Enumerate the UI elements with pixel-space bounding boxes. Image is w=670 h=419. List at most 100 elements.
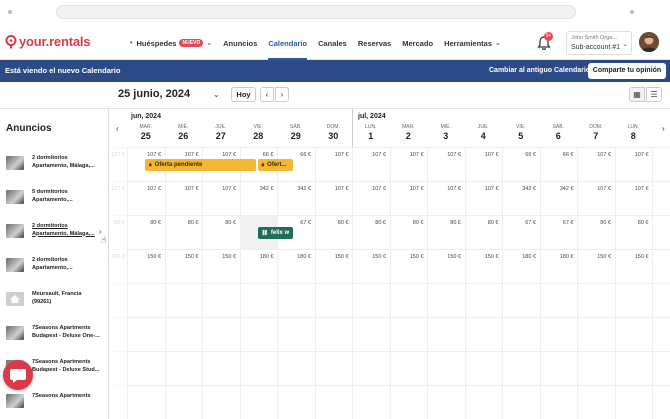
- reservation-bar[interactable]: 🔒︎ Ofert...: [257, 159, 293, 171]
- price-cell[interactable]: 67 €: [562, 220, 574, 226]
- price-cell[interactable]: 107 €: [372, 152, 386, 158]
- link-icon: ⛓︎: [261, 230, 268, 236]
- price-cell[interactable]: 80 €: [412, 220, 424, 226]
- price-cell[interactable]: 107 €: [409, 152, 424, 158]
- listing-row[interactable]: Meursault, Francia (99261): [0, 283, 109, 317]
- next-days-arrow[interactable]: ›: [662, 124, 665, 133]
- today-button[interactable]: Hoy: [231, 87, 256, 102]
- next-week-button[interactable]: ›: [275, 87, 289, 102]
- price-cell[interactable]: 67 €: [525, 220, 536, 226]
- day-number: 2: [405, 131, 411, 141]
- avatar[interactable]: [639, 32, 659, 52]
- price-cell[interactable]: 66 €: [525, 152, 536, 158]
- price-cell[interactable]: 107 €: [147, 186, 161, 192]
- price-cell[interactable]: 107 €: [222, 186, 236, 192]
- price-cell[interactable]: 342 €: [522, 186, 536, 192]
- listing-row[interactable]: 2 dormitorios Apartamento, Málaga,...: [0, 147, 109, 181]
- price-cell[interactable]: 107 €: [634, 152, 649, 158]
- price-cell[interactable]: 107 €: [447, 152, 461, 158]
- price-cell[interactable]: 80 €: [225, 220, 236, 226]
- price-cell[interactable]: 80 €: [375, 220, 386, 226]
- listing-name: 7Seasons Apartments: [32, 325, 91, 331]
- price-cell[interactable]: 107 €: [597, 152, 611, 158]
- price-cell[interactable]: 180 €: [559, 254, 574, 260]
- listing-thumbnail: [6, 394, 24, 408]
- price-cell[interactable]: 80 €: [450, 220, 461, 226]
- price-cell[interactable]: 80 €: [487, 220, 499, 226]
- price-cell[interactable]: 66 €: [300, 152, 311, 158]
- price-cell[interactable]: 150 €: [334, 254, 349, 260]
- price-cell[interactable]: 107 €: [447, 186, 461, 192]
- reservation-bar[interactable]: 🔒︎ Oferta pendiente: [145, 159, 256, 171]
- nav-reservas[interactable]: Reservas: [358, 26, 391, 60]
- day-header: LUN. 1: [352, 124, 390, 146]
- price-cell[interactable]: 107 €: [409, 186, 424, 192]
- listing-row[interactable]: 7Seasons Apartments Budapest - Deluxe One…: [0, 317, 109, 351]
- price-cell[interactable]: 150 €: [222, 254, 236, 260]
- price-cell[interactable]: 107 €: [334, 152, 349, 158]
- list-view-icon[interactable]: ☰: [646, 87, 662, 102]
- reservation-bar[interactable]: ⛓︎ felix w: [257, 227, 293, 239]
- price-cell[interactable]: 150 €: [484, 254, 499, 260]
- switch-old-calendar-link[interactable]: Cambiar al antiguo Calendario: [489, 67, 591, 74]
- listing-row[interactable]: 2 dormitorios Apartamento, Málaga,... ›: [0, 215, 109, 249]
- day-of-week: DOM.: [326, 124, 340, 130]
- price-cell[interactable]: 342 €: [259, 186, 274, 192]
- chevron-down-icon[interactable]: ⌄: [213, 90, 220, 99]
- price-cell[interactable]: 342 €: [297, 186, 311, 192]
- account-switcher[interactable]: John Smith Orga... Sub-account #1 ⌄: [566, 31, 632, 55]
- nav-label: Reservas: [357, 38, 392, 48]
- price-cell[interactable]: 80 €: [337, 220, 349, 226]
- price-cell[interactable]: 80 €: [187, 220, 199, 226]
- price-cell[interactable]: 107 €: [184, 186, 199, 192]
- lock-icon: 🔒︎: [149, 162, 152, 168]
- price-cell[interactable]: 342 €: [559, 186, 574, 192]
- price-cell[interactable]: 107 €: [147, 152, 161, 158]
- price-cell[interactable]: 180 €: [522, 254, 536, 260]
- price-cell[interactable]: 107 €: [372, 186, 386, 192]
- price-cell[interactable]: 66 €: [262, 152, 274, 158]
- price-cell[interactable]: 180 €: [297, 254, 311, 260]
- current-date[interactable]: 25 junio, 2024: [118, 88, 191, 100]
- price-cell[interactable]: 150 €: [372, 254, 386, 260]
- chat-button[interactable]: [3, 360, 33, 390]
- price-cell[interactable]: 150 €: [597, 254, 611, 260]
- logo-text: your.rentals: [19, 34, 91, 49]
- price-cell[interactable]: 107 €: [334, 186, 349, 192]
- listing-row[interactable]: 2 dormitorios Apartamento,...: [0, 249, 109, 283]
- address-bar[interactable]: [56, 5, 576, 19]
- feedback-button[interactable]: Comparte tu opinión: [588, 63, 666, 79]
- chevron-right-icon[interactable]: ›: [99, 227, 102, 236]
- prev-days-arrow[interactable]: ‹: [116, 124, 119, 133]
- price-cell[interactable]: 150 €: [634, 254, 649, 260]
- price-cell[interactable]: 107 €: [484, 186, 499, 192]
- nav-anuncios[interactable]: Anuncios: [223, 26, 257, 60]
- price-cell[interactable]: 80 €: [150, 220, 161, 226]
- price-cell[interactable]: 107 €: [634, 186, 649, 192]
- listing-row[interactable]: 7Seasons Apartments: [0, 385, 109, 419]
- nav-herramientas[interactable]: Herramientas ⌄: [444, 26, 501, 60]
- price-cell[interactable]: 80 €: [600, 220, 611, 226]
- nav-canales[interactable]: Canales: [318, 26, 347, 60]
- price-cell[interactable]: 150 €: [147, 254, 161, 260]
- listing-row[interactable]: 5 dormitorios Apartamento,...: [0, 181, 109, 215]
- price-cell[interactable]: 150 €: [184, 254, 199, 260]
- nav-calendario[interactable]: Calendario: [268, 26, 307, 60]
- price-cell[interactable]: 150 €: [447, 254, 461, 260]
- price-cell[interactable]: 66 €: [562, 152, 574, 158]
- logo[interactable]: your.rentals: [5, 34, 90, 49]
- day-header: MIÉ. 3: [427, 124, 465, 146]
- price-cell[interactable]: 107 €: [484, 152, 499, 158]
- browser-menu-icon[interactable]: [630, 10, 634, 14]
- price-cell[interactable]: 150 €: [409, 254, 424, 260]
- price-cell[interactable]: 107 €: [222, 152, 236, 158]
- price-cell[interactable]: 107 €: [597, 186, 611, 192]
- price-cell[interactable]: 180 €: [259, 254, 274, 260]
- price-cell[interactable]: 107 €: [184, 152, 199, 158]
- price-cell[interactable]: 67 €: [300, 220, 311, 226]
- prev-week-button[interactable]: ‹: [260, 87, 274, 102]
- nav-mercado[interactable]: Mercado: [402, 26, 433, 60]
- nav-huespedes[interactable]: • Huéspedes NUEVO ⌄: [130, 26, 212, 60]
- grid-view-icon[interactable]: ▦: [629, 87, 645, 102]
- price-cell[interactable]: 80 €: [637, 220, 649, 226]
